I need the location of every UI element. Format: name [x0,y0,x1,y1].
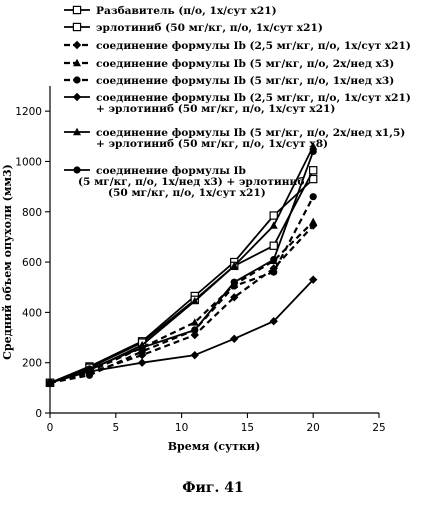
legend-entry-8-line-3: (50 мг/кг, п/о, 1х/сут х21) [108,187,266,199]
legend-entry-6-line-2: + эрлотиниб (50 мг/кг, п/о, 1х/сут х21) [96,103,335,115]
y-tick-label: 800 [22,207,42,219]
y-axis-label: Средний объем опухоли (мм3) [1,164,14,360]
data-point-s8 [230,278,238,286]
legend-marker-4 [73,58,81,67]
legend-entry-8-line-1: соединение формулы Ib [96,165,246,177]
data-point-s6 [230,334,239,343]
data-point-s8 [270,255,278,264]
legend-entry-6-line-1: соединение формулы Ib (2,5 мг/кг, п/о, 1… [96,92,411,104]
data-point-s6 [190,350,199,360]
x-tick-label: 10 [175,422,188,434]
legend-entry-2-line-1: эрлотиниб (50 мг/кг, п/о, 1х/сут х21) [96,22,323,34]
legend-entry-8-line-2: (5 мг/кг, п/о, 1х/нед х3) + эрлотиниб [78,176,304,188]
x-axis-label: Время (сутки) [168,440,261,453]
data-point-s8 [309,147,317,155]
legend-marker-5 [73,76,81,84]
y-tick-label: 400 [22,307,42,319]
legend-marker-3 [72,40,82,50]
y-tick-label: 600 [22,257,42,269]
y-tick-label: 0 [35,408,42,420]
data-point-s4 [309,217,318,226]
data-point-s8 [138,344,146,352]
y-tick-label: 1200 [15,106,42,118]
data-point-s3 [230,293,239,302]
x-tick-label: 20 [307,422,320,434]
figure-caption: Фиг. 41 [182,480,243,496]
plot-area: 0 5 10 15 20 25 0 200 400 600 800 1000 1200 [15,86,386,434]
data-point-s2 [309,166,318,175]
data-point-s7 [230,261,239,270]
legend-entry-1-line-1: Разбавитель (п/о, 1х/сут х21) [96,5,277,17]
series-line-2 [49,169,314,384]
legend-marker-1 [72,5,82,15]
y-tick-label: 200 [22,358,42,370]
legend-entry-7-line-1: соединение формулы Ib (5 мг/кг, п/о, 2х/… [96,127,405,139]
y-tick-label: 1000 [15,156,42,168]
data-point-s8 [46,379,54,387]
x-tick-label: 5 [112,422,119,434]
legend-marker-6 [72,92,82,102]
legend: Разбавитель (п/о, 1х/сут х21) эрлотиниб (… [64,5,411,199]
data-point-s8 [85,365,94,373]
data-point-s8 [191,326,199,334]
data-point-s6 [137,358,147,367]
data-point-s5 [270,268,278,276]
data-point-s4 [190,318,199,326]
data-point-s5 [309,193,317,201]
series-line-1 [49,178,314,384]
x-tick-label: 0 [47,422,54,434]
data-point-s7 [269,221,278,229]
data-point-s1 [269,211,278,220]
x-tick-label: 25 [372,422,385,434]
legend-entry-3-line-1: соединение формулы Ib (2,5 мг/кг, п/о, 1… [96,40,411,52]
x-tick-label: 15 [241,422,254,434]
legend-marker-7 [73,127,81,136]
legend-marker-8 [73,166,81,174]
legend-entry-7-line-2: + эрлотиниб (50 мг/кг, п/о, 1х/сут х8) [96,138,328,150]
legend-entry-4-line-1: соединение формулы Ib (5 мг/кг, п/о, 2х/… [96,58,394,70]
legend-marker-2 [72,22,82,32]
data-point-s6 [269,316,278,326]
data-point-s7 [190,296,199,305]
legend-entry-5-line-1: соединение формулы Ib (5 мг/кг, п/о, 1х/… [96,75,394,87]
data-point-s2 [269,241,278,250]
data-point-s7 [309,142,318,150]
data-point-s3 [190,330,199,340]
data-point-s6 [309,275,318,284]
